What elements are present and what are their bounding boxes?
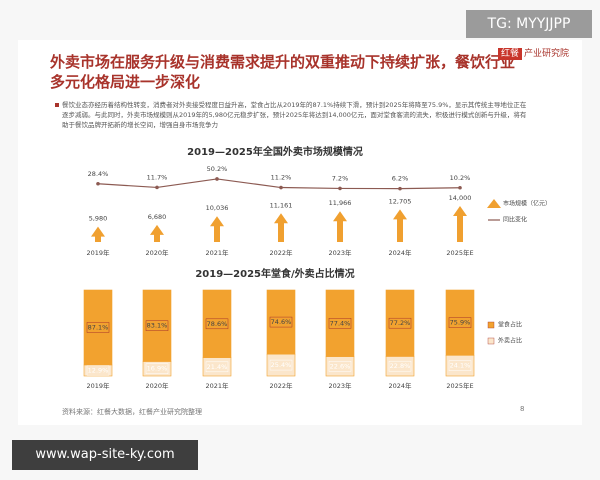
value-label: 22.8% bbox=[390, 362, 411, 370]
value-label: 11.2% bbox=[271, 174, 292, 182]
value-label: 5,980 bbox=[89, 215, 108, 223]
legend-label: 市场规模（亿元） bbox=[503, 200, 551, 208]
label-box bbox=[448, 317, 472, 328]
line-point bbox=[338, 186, 342, 191]
label-box bbox=[328, 318, 352, 329]
x-tick-label: 2020年 bbox=[145, 381, 169, 390]
legend-swatch bbox=[487, 337, 495, 345]
value-label: 12,705 bbox=[389, 197, 412, 205]
x-tick-label: 2023年 bbox=[328, 248, 352, 257]
value-label: 77.2% bbox=[390, 319, 411, 327]
value-label: 87.1% bbox=[88, 323, 109, 331]
label-box bbox=[448, 360, 472, 371]
arrow-bar bbox=[393, 209, 407, 242]
x-tick-label: 2024年 bbox=[388, 248, 412, 257]
page-number: 8 bbox=[520, 405, 525, 413]
label-box bbox=[205, 361, 229, 373]
value-label: 75.9% bbox=[450, 319, 471, 327]
chart-title: 2019—2025年全国外卖市场规模情况 bbox=[187, 145, 363, 158]
value-label: 25.4% bbox=[271, 361, 292, 369]
value-label: 24.1% bbox=[450, 362, 471, 370]
chart-title: 2019—2025年堂食/外卖占比情况 bbox=[195, 267, 354, 280]
bullet bbox=[55, 103, 59, 107]
value-label: 22.6% bbox=[330, 362, 351, 370]
value-label: 74.6% bbox=[271, 318, 292, 326]
value-label: 6.2% bbox=[392, 175, 409, 183]
x-tick-label: 2021年 bbox=[205, 381, 229, 390]
body-text: 餐饮业态亦经历着结构性转变，消费者对外卖接受程度日益升高，堂食占比从2019年的… bbox=[62, 101, 527, 129]
source: 资料来源：红餐大数据，红餐产业研究院整理 bbox=[62, 408, 202, 416]
logo-name: 产业研究院 bbox=[524, 49, 570, 59]
value-label: 83.1% bbox=[147, 322, 168, 330]
label-box bbox=[86, 365, 110, 376]
arrow-bar bbox=[210, 216, 224, 242]
label-box bbox=[269, 316, 293, 328]
value-label: 10,036 bbox=[206, 204, 229, 212]
line-point bbox=[155, 185, 159, 190]
value-label: 11,966 bbox=[329, 199, 352, 207]
page-title: 外卖市场在服务升级与消费需求提升的双重推动下持续扩张，餐饮行业多元化格局进一步深… bbox=[50, 53, 516, 91]
label-box bbox=[205, 318, 229, 330]
x-tick-label: 2019年 bbox=[86, 381, 110, 390]
arrow-bar bbox=[453, 206, 467, 242]
label-box bbox=[328, 361, 352, 372]
line-point bbox=[279, 185, 283, 190]
value-label: 50.2% bbox=[207, 165, 228, 173]
value-label: 10.2% bbox=[450, 174, 471, 182]
arrow-bar bbox=[333, 211, 347, 242]
value-label: 78.6% bbox=[207, 320, 228, 328]
value-label: 12.9% bbox=[88, 366, 109, 374]
legend-label: 外卖占比 bbox=[498, 337, 522, 345]
x-tick-label: 2025年E bbox=[446, 248, 473, 257]
bar-segment bbox=[325, 289, 355, 357]
x-tick-label: 2024年 bbox=[388, 381, 412, 390]
bar-segment bbox=[142, 289, 172, 362]
watermark: www.wap-site-ky.com bbox=[12, 440, 198, 470]
label-box bbox=[388, 360, 412, 372]
arrow-bar bbox=[274, 213, 288, 242]
bar-segment bbox=[202, 289, 232, 358]
legend-swatch bbox=[487, 321, 495, 329]
value-label: 11.7% bbox=[147, 173, 168, 181]
watermark: TG: MYYJJPP bbox=[466, 10, 592, 38]
value-label: 77.4% bbox=[330, 319, 351, 327]
label-box bbox=[145, 363, 169, 374]
line-point bbox=[215, 177, 219, 181]
value-label: 21.4% bbox=[207, 363, 228, 371]
x-tick-label: 2021年 bbox=[205, 248, 229, 257]
bar-segment bbox=[385, 289, 415, 357]
legend-label: 堂食占比 bbox=[498, 321, 522, 329]
x-tick-label: 2019年 bbox=[86, 248, 110, 257]
bar-segment bbox=[266, 289, 296, 355]
arrow-bar bbox=[150, 224, 164, 242]
arrow-bar bbox=[91, 226, 105, 242]
label-box bbox=[145, 320, 169, 331]
value-label: 7.2% bbox=[332, 174, 349, 182]
line-point bbox=[458, 185, 462, 190]
x-tick-label: 2023年 bbox=[328, 381, 352, 390]
value-label: 16.9% bbox=[147, 365, 168, 373]
x-tick-label: 2025年E bbox=[446, 381, 473, 390]
x-tick-label: 2022年 bbox=[269, 248, 293, 257]
line-point bbox=[398, 186, 402, 191]
bar-segment bbox=[445, 289, 475, 356]
x-tick-label: 2022年 bbox=[269, 381, 293, 390]
value-label: 6,680 bbox=[148, 213, 167, 221]
value-label: 11,161 bbox=[270, 201, 293, 209]
line-point bbox=[96, 181, 100, 186]
label-box bbox=[388, 317, 412, 329]
legend-swatch bbox=[487, 199, 501, 208]
label-box bbox=[86, 322, 110, 333]
label-box bbox=[269, 359, 293, 371]
logo-brand: 红餐 bbox=[498, 48, 523, 60]
bar-segment bbox=[83, 289, 113, 366]
value-label: 14,000 bbox=[449, 194, 472, 202]
value-label: 28.4% bbox=[88, 170, 109, 178]
x-tick-label: 2020年 bbox=[145, 248, 169, 257]
logo: 红餐 产业研究院 bbox=[498, 46, 570, 60]
legend-label: 同比变化 bbox=[503, 216, 527, 224]
